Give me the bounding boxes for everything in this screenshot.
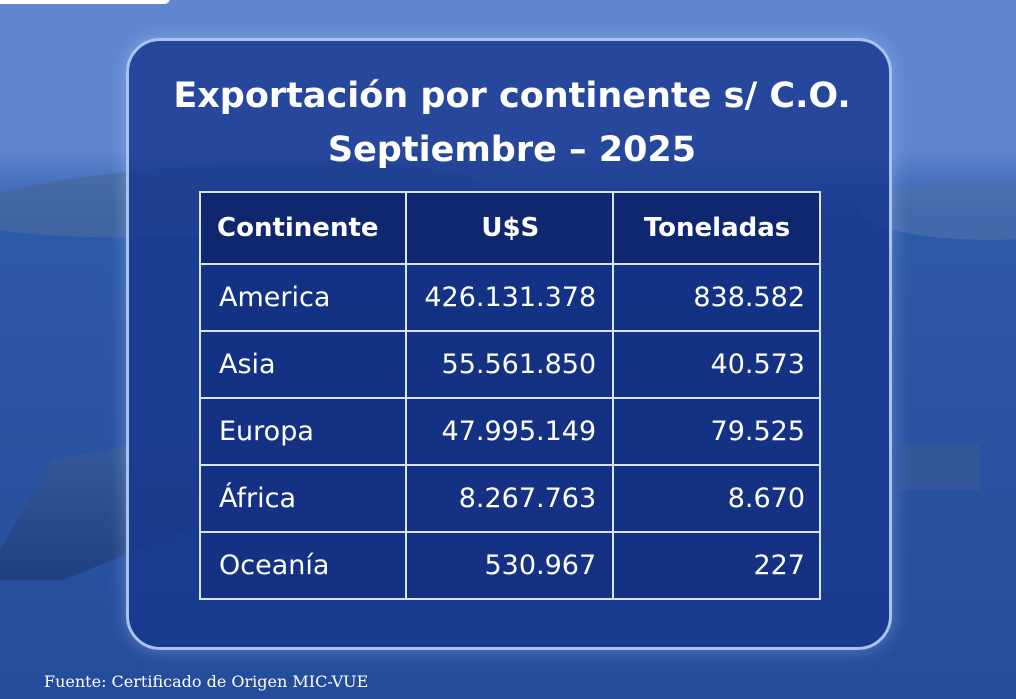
column-header-continent: Continente	[198, 191, 408, 265]
title-line-1: Exportación por continente s/ C.O.	[173, 76, 851, 116]
cell-continent: África	[198, 464, 408, 533]
table-row: Oceanía 530.967 227	[198, 531, 821, 600]
cell-usd: 8.267.763	[405, 464, 615, 533]
table-row: Europa 47.995.149 79.525	[198, 397, 821, 466]
cell-continent: America	[198, 263, 408, 332]
column-header-tons: Toneladas	[612, 191, 821, 265]
table-header-row: Continente U$S Toneladas	[198, 191, 821, 265]
cell-tons: 79.525	[612, 397, 821, 466]
page-title: Exportación por continente s/ C.O. Septi…	[129, 69, 895, 177]
table-row: America 426.131.378 838.582	[198, 263, 821, 332]
cell-usd: 426.131.378	[405, 263, 615, 332]
cell-usd: 530.967	[405, 531, 615, 600]
cell-tons: 40.573	[612, 330, 821, 399]
dock-image	[900, 445, 980, 490]
cell-continent: Asia	[198, 330, 408, 399]
source-note: Fuente: Certificado de Origen MIC-VUE	[44, 672, 369, 691]
cell-continent: Oceanía	[198, 531, 408, 600]
cell-usd: 55.561.850	[405, 330, 615, 399]
table-row: África 8.267.763 8.670	[198, 464, 821, 533]
cell-tons: 8.670	[612, 464, 821, 533]
cell-continent: Europa	[198, 397, 408, 466]
exports-table: Continente U$S Toneladas America 426.131…	[198, 191, 821, 600]
cell-tons: 227	[612, 531, 821, 600]
title-line-2: Septiembre – 2025	[327, 130, 697, 170]
cell-usd: 47.995.149	[405, 397, 615, 466]
info-panel: Exportación por continente s/ C.O. Septi…	[126, 38, 892, 650]
table-row: Asia 55.561.850 40.573	[198, 330, 821, 399]
cell-tons: 838.582	[612, 263, 821, 332]
header-fragment	[0, 0, 170, 4]
column-header-usd: U$S	[405, 191, 615, 265]
